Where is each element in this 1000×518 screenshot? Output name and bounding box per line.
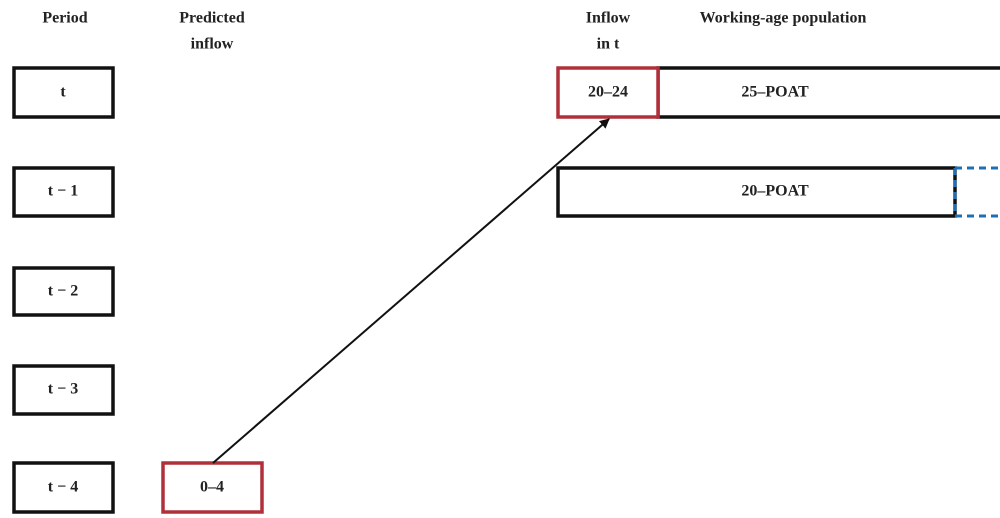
- period-boxes: t t − 1 t − 2 t − 3 t − 4: [12, 66, 115, 514]
- period-box: [12, 461, 115, 514]
- header-working-age: Working-age population: [700, 10, 867, 27]
- predicted-label: 0–4: [200, 479, 224, 496]
- predicted-box: [161, 461, 264, 514]
- inflow-label: 20–24: [588, 84, 628, 101]
- inflow-box: [556, 66, 660, 119]
- bar-box: [556, 166, 957, 218]
- period-label: t: [60, 84, 66, 101]
- bar-label: 25–POAT: [741, 84, 809, 101]
- period-label: t − 2: [48, 283, 78, 300]
- dashed-extension: [953, 166, 1000, 218]
- header-predicted: Predicted: [179, 10, 245, 27]
- header-period: Period: [42, 10, 87, 27]
- period-box: [12, 166, 115, 218]
- arrow: [212, 118, 610, 464]
- bar-box: [656, 66, 1000, 119]
- period-box: [12, 266, 115, 317]
- header-inflow: Inflow: [586, 10, 631, 27]
- period-label: t − 3: [48, 381, 78, 398]
- period-label: t − 4: [48, 479, 78, 496]
- period-label: t − 1: [48, 183, 78, 200]
- header-inflow: in t: [597, 36, 620, 53]
- bar-label: 20–POAT: [741, 183, 809, 200]
- period-box: [12, 364, 115, 416]
- header-predicted: inflow: [191, 36, 234, 53]
- period-box: [12, 66, 115, 119]
